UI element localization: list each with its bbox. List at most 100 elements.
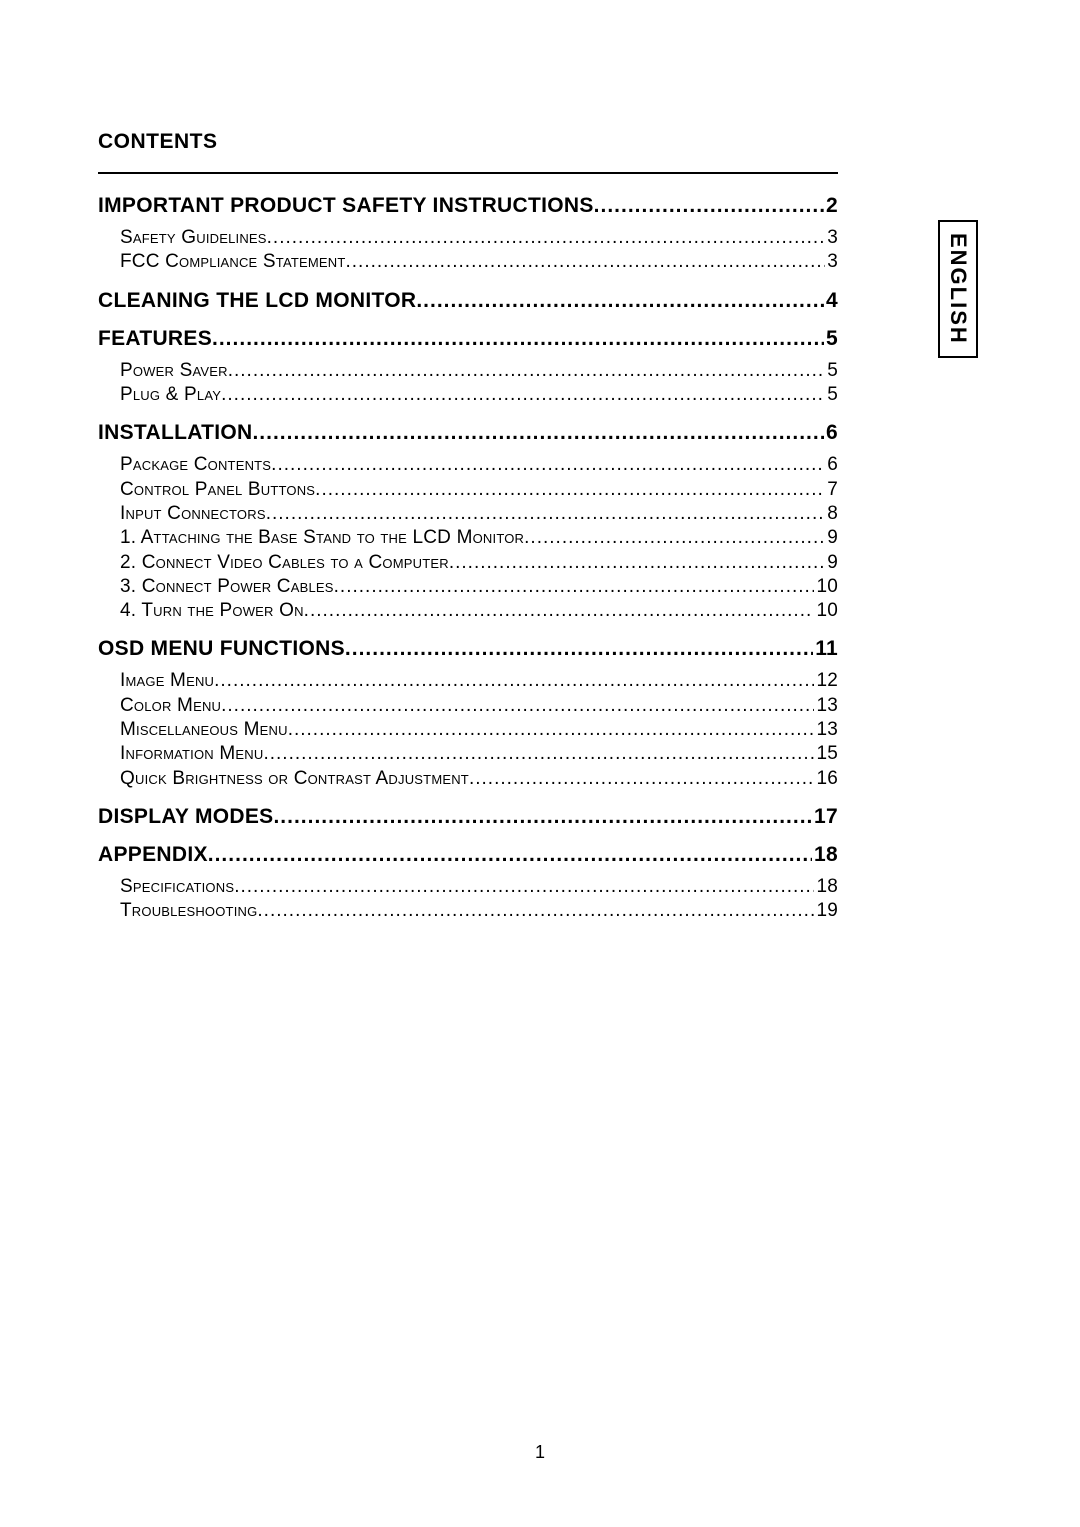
toc-label: 3. Connect Power Cables	[120, 575, 334, 599]
toc-entry-subsection: FCC Compliance Statement 3	[98, 250, 838, 274]
toc-entry-subsection: Input Connectors 8	[98, 502, 838, 526]
toc-label: Power Saver	[120, 359, 228, 383]
toc-entry-subsection: 4. Turn the Power On 10	[98, 599, 838, 623]
toc-label: INSTALLATION	[98, 421, 252, 445]
toc-label: Miscellaneous Menu	[120, 718, 288, 742]
toc-page-number: 9	[825, 526, 838, 550]
toc-label: FCC Compliance Statement	[120, 250, 346, 274]
toc-page-number: 2	[824, 194, 838, 218]
toc-leader-dots	[594, 194, 824, 218]
toc-label: FEATURES	[98, 327, 212, 351]
toc-entry-section: OSD MENU FUNCTIONS11	[98, 637, 838, 661]
toc-label: 2. Connect Video Cables to a Computer	[120, 551, 449, 575]
toc-entry-subsection: Specifications18	[98, 875, 838, 899]
toc-label: OSD MENU FUNCTIONS	[98, 637, 345, 661]
toc-leader-dots	[271, 453, 825, 477]
toc-leader-dots	[234, 875, 814, 899]
toc-page-number: 8	[825, 502, 838, 526]
toc-leader-dots	[334, 575, 815, 599]
toc-label: 4. Turn the Power On	[120, 599, 304, 623]
language-tab-label: ENGLISH	[945, 233, 971, 345]
toc-entry-subsection: Control Panel Buttons 7	[98, 478, 838, 502]
toc-leader-dots	[469, 767, 815, 791]
toc-leader-dots	[273, 805, 812, 829]
toc-leader-dots	[208, 843, 812, 867]
toc-leader-dots	[304, 599, 815, 623]
toc-leader-dots	[266, 502, 826, 526]
toc-entry-subsection: Quick Brightness or Contrast Adjustment 1…	[98, 767, 838, 791]
toc-label: Control Panel Buttons	[120, 478, 315, 502]
heading-rule	[98, 172, 838, 174]
toc-page-number: 10	[814, 599, 838, 623]
toc-entry-section: CLEANING THE LCD MONITOR 4	[98, 289, 838, 313]
toc-page-number: 19	[814, 899, 838, 923]
toc-page-number: 3	[825, 226, 838, 250]
language-tab: ENGLISH	[938, 220, 978, 358]
toc-entry-subsection: Image Menu 12	[98, 669, 838, 693]
toc-entry-subsection: 1. Attaching the Base Stand to the LCD M…	[98, 526, 838, 550]
toc-entry-subsection: Package Contents 6	[98, 453, 838, 477]
toc-leader-dots	[267, 226, 826, 250]
toc-leader-dots	[221, 694, 814, 718]
toc-label: Information Menu	[120, 742, 263, 766]
toc-label: APPENDIX	[98, 843, 208, 867]
toc-page-number: 17	[812, 805, 838, 829]
toc-entry-section: APPENDIX 18	[98, 843, 838, 867]
toc-leader-dots	[263, 742, 814, 766]
toc-page-number: 6	[825, 453, 838, 477]
toc-entry-subsection: Plug & Play 5	[98, 383, 838, 407]
toc-page-number: 4	[824, 289, 838, 313]
toc-page-number: 18	[814, 875, 838, 899]
toc-leader-dots	[221, 383, 825, 407]
toc-entry-section: IMPORTANT PRODUCT SAFETY INSTRUCTIONS 2	[98, 194, 838, 218]
page-content: CONTENTS IMPORTANT PRODUCT SAFETY INSTRU…	[98, 130, 838, 924]
toc-label: IMPORTANT PRODUCT SAFETY INSTRUCTIONS	[98, 194, 594, 218]
toc-label: CLEANING THE LCD MONITOR	[98, 289, 416, 313]
toc: IMPORTANT PRODUCT SAFETY INSTRUCTIONS 2 Sa…	[98, 194, 838, 924]
toc-page-number: 13	[814, 694, 838, 718]
toc-page-number: 18	[812, 843, 838, 867]
toc-entry-subsection: Power Saver 5	[98, 359, 838, 383]
toc-leader-dots	[416, 289, 824, 313]
toc-label: Quick Brightness or Contrast Adjustment	[120, 767, 469, 791]
toc-entry-subsection: Miscellaneous Menu 13	[98, 718, 838, 742]
toc-page-number: 9	[825, 551, 838, 575]
toc-page-number: 12	[814, 669, 838, 693]
toc-page-number: 16	[814, 767, 838, 791]
toc-entry-subsection: 2. Connect Video Cables to a Computer 9	[98, 551, 838, 575]
toc-label: Troubleshooting	[120, 899, 257, 923]
toc-page-number: 3	[825, 250, 838, 274]
toc-entry-subsection: Troubleshooting 19	[98, 899, 838, 923]
toc-label: Safety Guidelines	[120, 226, 267, 250]
toc-page-number: 10	[814, 575, 838, 599]
toc-label: Image Menu	[120, 669, 214, 693]
toc-page-number: 6	[824, 421, 838, 445]
toc-page-number: 5	[825, 359, 838, 383]
toc-label: Input Connectors	[120, 502, 266, 526]
toc-label: 1. Attaching the Base Stand to the LCD M…	[120, 526, 524, 550]
toc-leader-dots	[252, 421, 824, 445]
toc-page-number: 13	[814, 718, 838, 742]
toc-label: Color Menu	[120, 694, 221, 718]
toc-label: DISPLAY MODES	[98, 805, 273, 829]
toc-entry-subsection: Color Menu 13	[98, 694, 838, 718]
toc-leader-dots	[257, 899, 814, 923]
toc-label: Package Contents	[120, 453, 271, 477]
toc-leader-dots	[524, 526, 825, 550]
toc-page-number: 5	[825, 383, 838, 407]
toc-entry-section: FEATURES 5	[98, 327, 838, 351]
toc-leader-dots	[288, 718, 815, 742]
toc-label: Plug & Play	[120, 383, 221, 407]
toc-page-number: 7	[825, 478, 838, 502]
toc-entry-subsection: Information Menu 15	[98, 742, 838, 766]
toc-entry-section: INSTALLATION 6	[98, 421, 838, 445]
toc-leader-dots	[346, 250, 826, 274]
toc-page-number: 5	[824, 327, 838, 351]
toc-entry-subsection: 3. Connect Power Cables 10	[98, 575, 838, 599]
toc-leader-dots	[345, 637, 813, 661]
toc-leader-dots	[214, 669, 814, 693]
toc-entry-subsection: Safety Guidelines 3	[98, 226, 838, 250]
toc-leader-dots	[449, 551, 825, 575]
toc-leader-dots	[315, 478, 825, 502]
toc-page-number: 15	[814, 742, 838, 766]
